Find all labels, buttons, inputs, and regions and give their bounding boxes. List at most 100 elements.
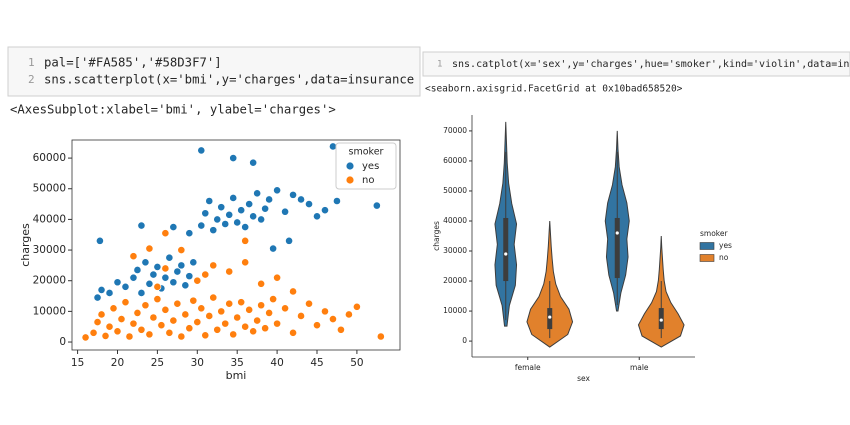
x-tick-label: 25 [151, 357, 164, 369]
y-axis-label: charges [19, 223, 32, 267]
violin-median [504, 252, 508, 256]
line-number: 1 [28, 56, 35, 69]
scatter-point [137, 221, 146, 230]
scatter-point [177, 332, 186, 341]
scatter-point [237, 206, 246, 215]
scatter-point [213, 325, 222, 334]
scatter-point [205, 197, 214, 205]
scatter-point [145, 244, 154, 253]
x-tick-label: 40 [270, 357, 283, 369]
scatter-point [269, 295, 278, 304]
scatter-point [141, 301, 150, 310]
scatter-point [93, 318, 102, 327]
scatter-point [177, 261, 186, 270]
scatter-point [253, 189, 262, 198]
scatter-point [233, 313, 242, 322]
scatter-point [257, 215, 266, 224]
scatter-point [289, 328, 297, 337]
scatter-point [153, 282, 162, 291]
scatter-point [353, 302, 361, 311]
x-tick-label: 50 [350, 357, 363, 369]
scatter-point [153, 263, 162, 271]
scatter-point [189, 296, 198, 305]
scatter-point [321, 307, 329, 316]
x-tick-label: 30 [191, 357, 204, 369]
scatter-point [93, 293, 102, 302]
legend-marker [346, 176, 354, 184]
scatter-point [337, 325, 345, 334]
scatter-point [209, 226, 218, 235]
scatter-point [197, 146, 206, 155]
y-tick-label: 10000 [33, 305, 66, 317]
scatter-point [201, 209, 210, 218]
scatter-point [321, 206, 329, 215]
scatter-point [137, 289, 146, 297]
code-line: sns.scatterplot(x='bmi',y='charges',data… [44, 73, 414, 87]
scatter-point [113, 327, 122, 336]
scatter-point [113, 278, 122, 287]
scatter-point [161, 273, 170, 282]
scatter-point [273, 186, 281, 195]
scatter-point [97, 310, 106, 319]
scatter-point [129, 252, 138, 261]
scatter-point [133, 309, 142, 317]
scatter-point [345, 310, 353, 319]
scatter-point [329, 142, 337, 151]
scatter-point [169, 223, 178, 231]
y-tick-label: 20000 [33, 275, 66, 287]
legend-label: no [719, 253, 729, 262]
code-cell[interactable] [422, 51, 850, 77]
y-tick-label: 0 [59, 336, 66, 348]
scatter-point [233, 218, 242, 227]
scatter-point [165, 328, 174, 337]
scatter-point [97, 286, 106, 294]
scatter-point [333, 197, 341, 205]
scatter-point [297, 312, 305, 320]
legend-title: smoker [700, 229, 728, 238]
y-tick-label: 70000 [443, 126, 467, 135]
y-tick-label: 20000 [443, 276, 467, 285]
scatter-point [245, 200, 254, 208]
x-tick-label: female [515, 363, 541, 372]
scatter-point [249, 212, 258, 221]
scatter-point [257, 279, 266, 288]
scatter-point [109, 304, 118, 313]
scatter-point [209, 293, 218, 302]
y-tick-label: 40000 [33, 213, 66, 225]
scatter-point [217, 307, 226, 316]
scatter-point [297, 195, 305, 204]
scatter-point [313, 212, 321, 221]
scatter-point [221, 319, 230, 328]
violin-median [659, 318, 663, 322]
code-cell[interactable] [7, 46, 421, 97]
scatter-point [193, 318, 202, 327]
y-tick-label: 30000 [33, 244, 66, 256]
scatter-point [169, 316, 178, 325]
scatter-point [229, 330, 238, 339]
scatter-point [229, 194, 238, 202]
scatter-point [105, 289, 114, 297]
scatter-point [221, 220, 230, 228]
scatter-point [193, 276, 202, 285]
scatter-point [273, 319, 281, 328]
line-number: 2 [28, 73, 35, 86]
scatter-point [181, 310, 190, 319]
scatter-point [201, 270, 210, 279]
y-tick-label: 40000 [443, 216, 467, 225]
scatter-point [249, 158, 258, 167]
scatter-point [125, 332, 134, 341]
violin-box [503, 217, 509, 282]
scatter-point [261, 324, 270, 333]
x-tick-label: 20 [111, 357, 124, 369]
scatter-point [96, 236, 104, 245]
scatter-point [129, 273, 138, 282]
violin-box [614, 217, 620, 279]
scatter-point [257, 301, 266, 310]
scatter-point [117, 315, 126, 323]
violin-median [548, 315, 552, 319]
x-axis-label: sex [577, 374, 590, 383]
scatter-point [237, 298, 246, 307]
legend-title: smoker [349, 147, 384, 158]
scatter-point [281, 207, 289, 216]
scatter-point [81, 333, 90, 342]
